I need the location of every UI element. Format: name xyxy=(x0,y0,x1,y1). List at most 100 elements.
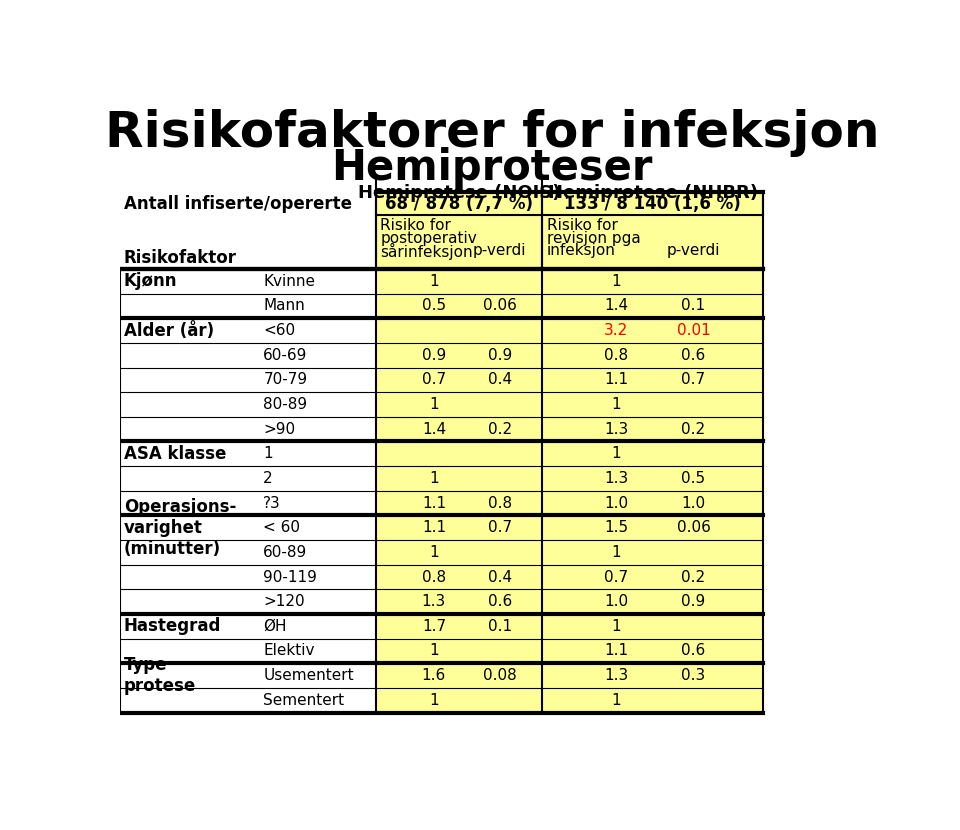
Text: ØH: ØH xyxy=(263,619,287,634)
Text: 0.4: 0.4 xyxy=(488,569,512,584)
Text: 1: 1 xyxy=(612,619,621,634)
Text: 0.1: 0.1 xyxy=(682,299,706,314)
Bar xyxy=(375,269,542,712)
Text: 0.6: 0.6 xyxy=(682,643,706,658)
Bar xyxy=(542,269,763,712)
Text: 1.5: 1.5 xyxy=(604,520,628,535)
Text: 80-89: 80-89 xyxy=(263,397,307,412)
Text: 1.1: 1.1 xyxy=(604,643,628,658)
Text: ASA klasse: ASA klasse xyxy=(124,445,227,463)
Text: 0.2: 0.2 xyxy=(682,422,706,437)
Text: 1.6: 1.6 xyxy=(421,668,446,683)
Text: 0.7: 0.7 xyxy=(488,520,512,535)
Text: 1: 1 xyxy=(429,693,439,708)
Text: ?3: ?3 xyxy=(263,496,281,510)
Text: 2: 2 xyxy=(263,471,273,486)
Text: 1.3: 1.3 xyxy=(604,471,628,486)
Text: 0.7: 0.7 xyxy=(682,373,706,388)
Text: Kvinne: Kvinne xyxy=(263,274,316,289)
Text: Sementert: Sementert xyxy=(263,693,345,708)
Text: 1.1: 1.1 xyxy=(604,373,628,388)
Text: 0.1: 0.1 xyxy=(488,619,512,634)
Text: 0.06: 0.06 xyxy=(677,520,710,535)
Text: 0.01: 0.01 xyxy=(677,323,710,338)
Text: Elektiv: Elektiv xyxy=(263,643,315,658)
Bar xyxy=(375,215,542,269)
Text: Hemiprotese (NOIS): Hemiprotese (NOIS) xyxy=(358,184,561,203)
Text: 1.7: 1.7 xyxy=(421,619,446,634)
Text: 0.9: 0.9 xyxy=(421,348,446,363)
Text: 1.0: 1.0 xyxy=(682,496,706,510)
Text: 1.3: 1.3 xyxy=(604,422,628,437)
Text: <60: <60 xyxy=(263,323,296,338)
Text: Risiko for: Risiko for xyxy=(380,218,451,233)
Text: 0.8: 0.8 xyxy=(604,348,628,363)
Text: 0.4: 0.4 xyxy=(488,373,512,388)
Text: 1.0: 1.0 xyxy=(604,496,628,510)
Text: 0.5: 0.5 xyxy=(421,299,446,314)
Text: 0.8: 0.8 xyxy=(488,496,512,510)
Text: 1: 1 xyxy=(612,274,621,289)
Text: Risiko for: Risiko for xyxy=(547,218,618,233)
Text: Mann: Mann xyxy=(263,299,305,314)
Text: 0.9: 0.9 xyxy=(488,348,512,363)
Text: 1: 1 xyxy=(612,544,621,560)
Text: 70-79: 70-79 xyxy=(263,373,307,388)
Text: 1.3: 1.3 xyxy=(421,594,446,609)
Text: 0.5: 0.5 xyxy=(682,471,706,486)
Text: revisjon pga: revisjon pga xyxy=(547,231,640,246)
Text: 1: 1 xyxy=(429,544,439,560)
Text: 1: 1 xyxy=(263,447,273,461)
Text: 1: 1 xyxy=(429,274,439,289)
Text: postoperativ: postoperativ xyxy=(380,231,477,246)
Text: 1.0: 1.0 xyxy=(604,594,628,609)
Text: infeksjon: infeksjon xyxy=(547,243,616,258)
Text: 0.6: 0.6 xyxy=(488,594,512,609)
Text: 1.1: 1.1 xyxy=(421,520,446,535)
Text: 1.4: 1.4 xyxy=(604,299,628,314)
Text: 0.2: 0.2 xyxy=(682,569,706,584)
Text: 0.7: 0.7 xyxy=(604,569,628,584)
Text: Hemiproteser: Hemiproteser xyxy=(331,148,653,189)
Bar xyxy=(542,192,763,215)
Text: Type
protese: Type protese xyxy=(124,657,196,695)
Text: Risikofaktor: Risikofaktor xyxy=(124,250,237,267)
Text: 1: 1 xyxy=(612,693,621,708)
Text: 0.8: 0.8 xyxy=(421,569,446,584)
Text: 0.6: 0.6 xyxy=(682,348,706,363)
Bar xyxy=(375,192,542,215)
Text: 133 / 8 140 (1,6 %): 133 / 8 140 (1,6 %) xyxy=(564,194,741,212)
Text: 1: 1 xyxy=(612,447,621,461)
Text: 3.2: 3.2 xyxy=(604,323,628,338)
Text: 0.7: 0.7 xyxy=(421,373,446,388)
Text: p-verdi: p-verdi xyxy=(667,243,720,258)
Text: 1.4: 1.4 xyxy=(421,422,446,437)
Text: 1: 1 xyxy=(612,397,621,412)
Text: Risikofaktorer for infeksjon: Risikofaktorer for infeksjon xyxy=(105,109,879,157)
Text: 68 / 878 (7,7 %): 68 / 878 (7,7 %) xyxy=(385,194,533,212)
Text: 0.2: 0.2 xyxy=(488,422,512,437)
Text: sårinfeksjon: sårinfeksjon xyxy=(380,243,473,260)
Text: Alder (år): Alder (år) xyxy=(124,321,214,339)
Text: >90: >90 xyxy=(263,422,296,437)
Bar xyxy=(542,215,763,269)
Text: Hemiprotese (NHBR): Hemiprotese (NHBR) xyxy=(548,184,757,203)
Text: Usementert: Usementert xyxy=(263,668,354,683)
Text: < 60: < 60 xyxy=(263,520,300,535)
Text: Antall infiserte/opererte: Antall infiserte/opererte xyxy=(124,194,352,212)
Text: 1: 1 xyxy=(429,471,439,486)
Text: 1: 1 xyxy=(429,397,439,412)
Text: Operasjons-
varighet
(minutter): Operasjons- varighet (minutter) xyxy=(124,498,236,558)
Text: 1.1: 1.1 xyxy=(421,496,446,510)
Text: 0.3: 0.3 xyxy=(682,668,706,683)
Text: p-verdi: p-verdi xyxy=(473,243,526,258)
Text: 1: 1 xyxy=(429,643,439,658)
Text: Kjønn: Kjønn xyxy=(124,272,178,290)
Text: 0.08: 0.08 xyxy=(483,668,516,683)
Text: 0.9: 0.9 xyxy=(682,594,706,609)
Bar xyxy=(375,192,763,215)
Text: 90-119: 90-119 xyxy=(263,569,317,584)
Text: Hastegrad: Hastegrad xyxy=(124,618,221,635)
Text: 0.06: 0.06 xyxy=(483,299,516,314)
Text: 1.3: 1.3 xyxy=(604,668,628,683)
